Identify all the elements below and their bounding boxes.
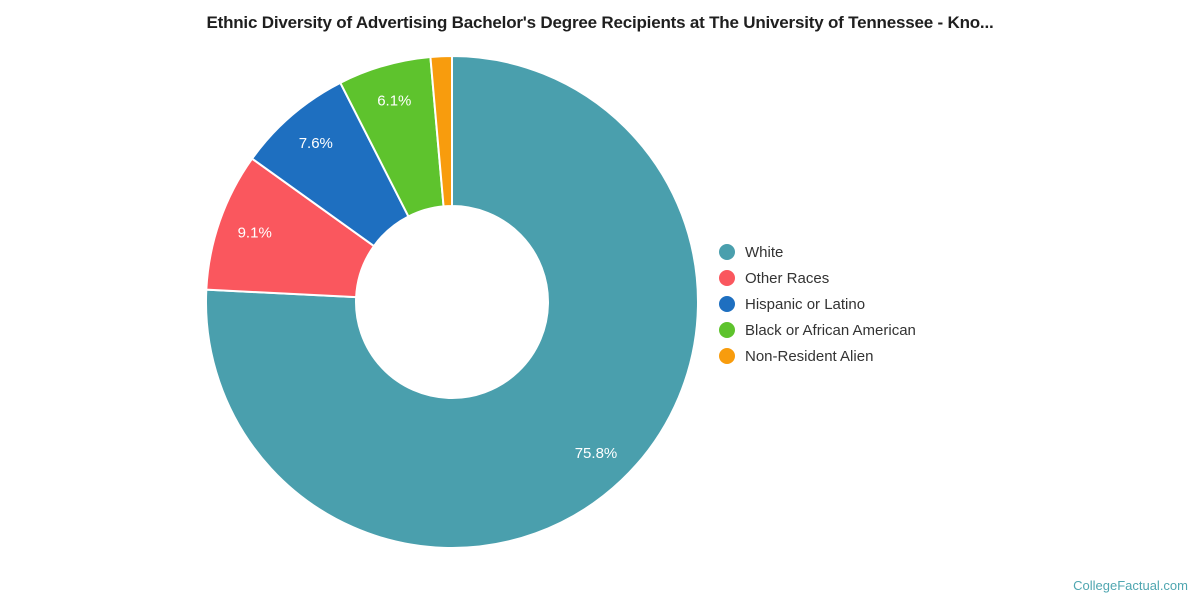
- legend-swatch-icon: [719, 322, 735, 338]
- legend-swatch-icon: [719, 244, 735, 260]
- legend-item-hispanic-or-latino[interactable]: Hispanic or Latino: [719, 291, 916, 317]
- slice-label-black-or-african-american: 6.1%: [377, 93, 411, 110]
- legend-label: Black or African American: [745, 321, 916, 339]
- watermark-link[interactable]: CollegeFactual.com: [1073, 578, 1188, 593]
- pie-slice-white[interactable]: [205, 55, 699, 549]
- legend-label: Non-Resident Alien: [745, 347, 874, 365]
- slice-label-hispanic-or-latino: 7.6%: [299, 135, 333, 152]
- legend-item-white[interactable]: White: [719, 239, 916, 265]
- slice-label-other-races: 9.1%: [238, 225, 272, 242]
- legend-label: White: [745, 243, 784, 261]
- legend-item-black-or-african-american[interactable]: Black or African American: [719, 317, 916, 343]
- pie-slice-non-resident-alien[interactable]: [429, 54, 453, 208]
- chart-title: Ethnic Diversity of Advertising Bachelor…: [206, 13, 994, 32]
- slice-label-white: 75.8%: [575, 445, 618, 462]
- legend-item-other-races[interactable]: Other Races: [719, 265, 916, 291]
- legend-item-non-resident-alien[interactable]: Non-Resident Alien: [719, 343, 916, 369]
- legend-label: Other Races: [745, 269, 830, 287]
- legend-swatch-icon: [719, 348, 735, 364]
- legend-label: Hispanic or Latino: [745, 295, 866, 313]
- chart-legend: White Other Races Hispanic or Latino Black …: [719, 239, 916, 369]
- legend-swatch-icon: [719, 296, 735, 312]
- legend-swatch-icon: [719, 270, 735, 286]
